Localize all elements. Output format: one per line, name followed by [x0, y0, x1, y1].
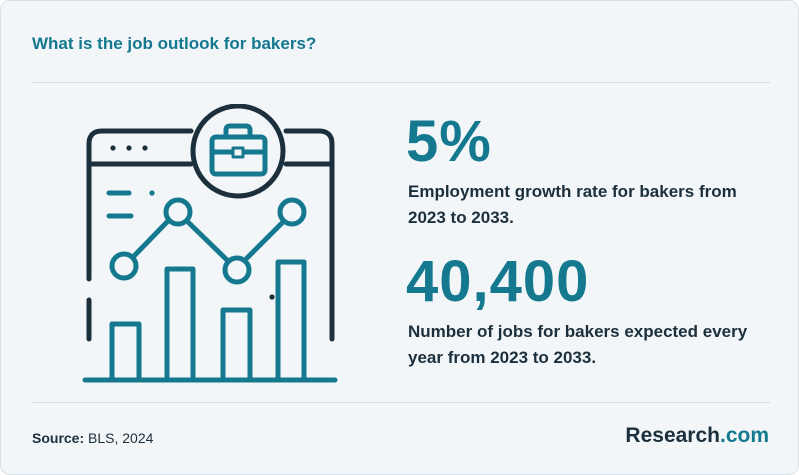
growth-rate-value: 5%	[406, 109, 492, 174]
page-title: What is the job outlook for bakers?	[32, 34, 317, 53]
logo-accent-text: .com	[719, 424, 769, 447]
source-text: BLS, 2024	[88, 430, 154, 446]
annual-openings-description: Number of jobs for bakers expected every…	[408, 322, 748, 367]
briefcase-chart-icon	[82, 104, 338, 383]
bottom-divider	[31, 402, 770, 403]
source-citation: Source: BLS, 2024	[32, 430, 153, 446]
annual-openings-value: 40,400	[406, 249, 590, 314]
source-label: Source:	[32, 430, 85, 446]
logo-main-text: Research	[625, 424, 720, 447]
growth-rate-description: Employment growth rate for bakers from 2…	[408, 182, 737, 227]
research-com-logo[interactable]: Research.com	[625, 424, 769, 448]
top-divider	[31, 82, 770, 83]
